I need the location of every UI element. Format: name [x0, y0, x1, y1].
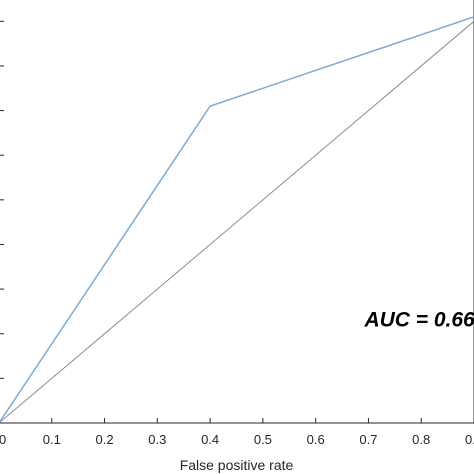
x-tick-label: 0.5: [254, 432, 272, 447]
x-tick-label: 0.7: [359, 432, 377, 447]
x-tick-label: 0.4: [201, 432, 219, 447]
x-axis-ticks: 0 0.1 0.2 0.3 0.4 0.5 0.6 0.7 0.8 0.9: [0, 418, 474, 447]
roc-curve-line: [0, 16, 474, 423]
x-tick-label: 0: [0, 432, 6, 447]
auc-annotation: AUC = 0.66: [363, 308, 474, 331]
x-tick-label: 0.8: [412, 432, 430, 447]
x-tick-label: 0.1: [43, 432, 61, 447]
x-tick-label: 0.9: [465, 432, 474, 447]
x-tick-label: 0.6: [307, 432, 325, 447]
x-tick-label: 0.2: [96, 432, 114, 447]
plot-area: [0, 0, 474, 424]
y-axis-ticks: [0, 20, 4, 379]
series-layer: [0, 16, 474, 423]
chance-diagonal-line: [0, 20, 474, 423]
x-axis-label: False positive rate: [180, 457, 294, 473]
x-tick-label: 0.3: [148, 432, 166, 447]
